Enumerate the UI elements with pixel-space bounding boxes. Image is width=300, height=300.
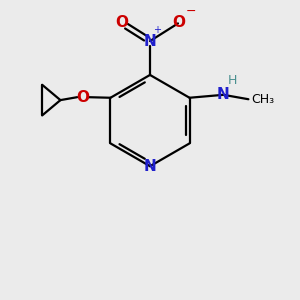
Text: CH₃: CH₃ [251,93,274,106]
Text: O: O [76,90,89,105]
Text: +: + [153,25,161,35]
Text: O: O [172,15,186,30]
Text: H: H [227,74,237,87]
Text: −: − [185,4,196,18]
Text: O: O [116,15,128,30]
Text: N: N [144,34,156,49]
Text: N: N [144,159,156,174]
Text: N: N [217,87,230,102]
